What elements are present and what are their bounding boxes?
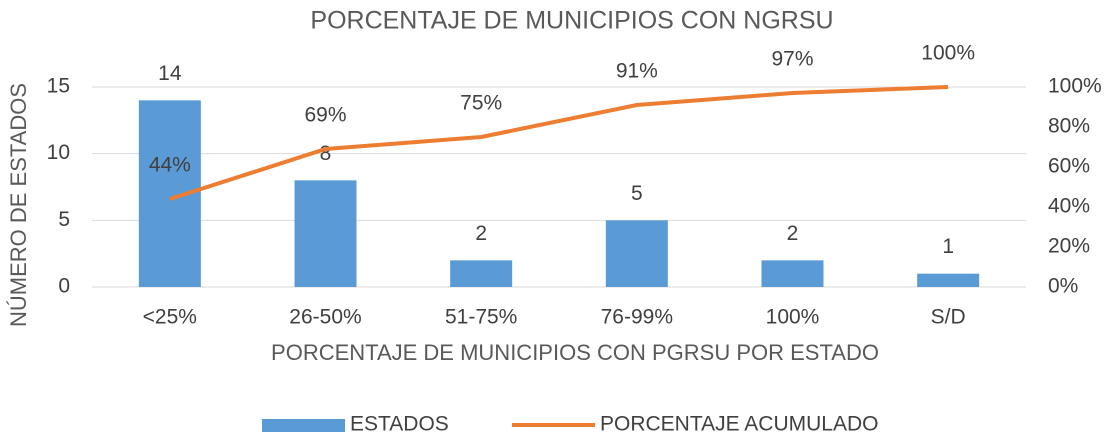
bar (450, 260, 513, 287)
bar-value-label: 1 (942, 235, 954, 258)
x-tick-label: S/D (931, 306, 966, 329)
bar-value-label: 2 (787, 222, 799, 245)
legend-swatch (262, 419, 345, 432)
line (169, 85, 949, 201)
y2-tick-label: 60% (1048, 155, 1090, 178)
line-value-label: 69% (304, 104, 346, 127)
bar-value-label: 5 (631, 182, 643, 205)
y-tick-label: 10 (47, 141, 70, 164)
bar (294, 180, 357, 287)
y-tick-label: 15 (47, 75, 70, 98)
y-tick-label: 0 (58, 275, 70, 298)
x-tick-label: 76-99% (601, 306, 673, 329)
x-tick-label: 100% (766, 306, 820, 329)
line-value-label: 75% (460, 92, 502, 115)
line-value-label: 100% (921, 42, 975, 65)
line-value-label: 91% (616, 60, 658, 83)
bar-value-label: 14 (158, 62, 182, 85)
legend-label: PORCENTAJE ACUMULADO (600, 413, 879, 436)
bar (761, 260, 824, 287)
line-value-label: 97% (771, 48, 813, 71)
y2-tick-label: 80% (1048, 115, 1090, 138)
chart-title: PORCENTAJE DE MUNICIPIOS CON NGRSU (310, 7, 833, 35)
x-axis-title: PORCENTAJE DE MUNICIPIOS CON PGRSU POR E… (271, 340, 879, 365)
bar-value-label: 2 (475, 222, 487, 245)
y2-tick-label: 20% (1048, 235, 1090, 258)
bar-value-label: 8 (320, 142, 332, 165)
y2-tick-label: 40% (1048, 195, 1090, 218)
y-axis-title: NÚMERO DE ESTADOS (6, 83, 31, 327)
legend-label: ESTADOS (350, 413, 449, 436)
line-value-label: 44% (149, 154, 191, 177)
x-tick-label: 51-75% (445, 306, 517, 329)
y2-tick-label: 100% (1048, 75, 1102, 98)
bar (605, 220, 668, 287)
y-tick-label: 5 (58, 208, 70, 231)
bar (917, 273, 980, 287)
x-tick-label: 26-50% (289, 306, 361, 329)
y2-tick-label: 0% (1048, 275, 1078, 298)
x-tick-label: <25% (143, 306, 197, 329)
